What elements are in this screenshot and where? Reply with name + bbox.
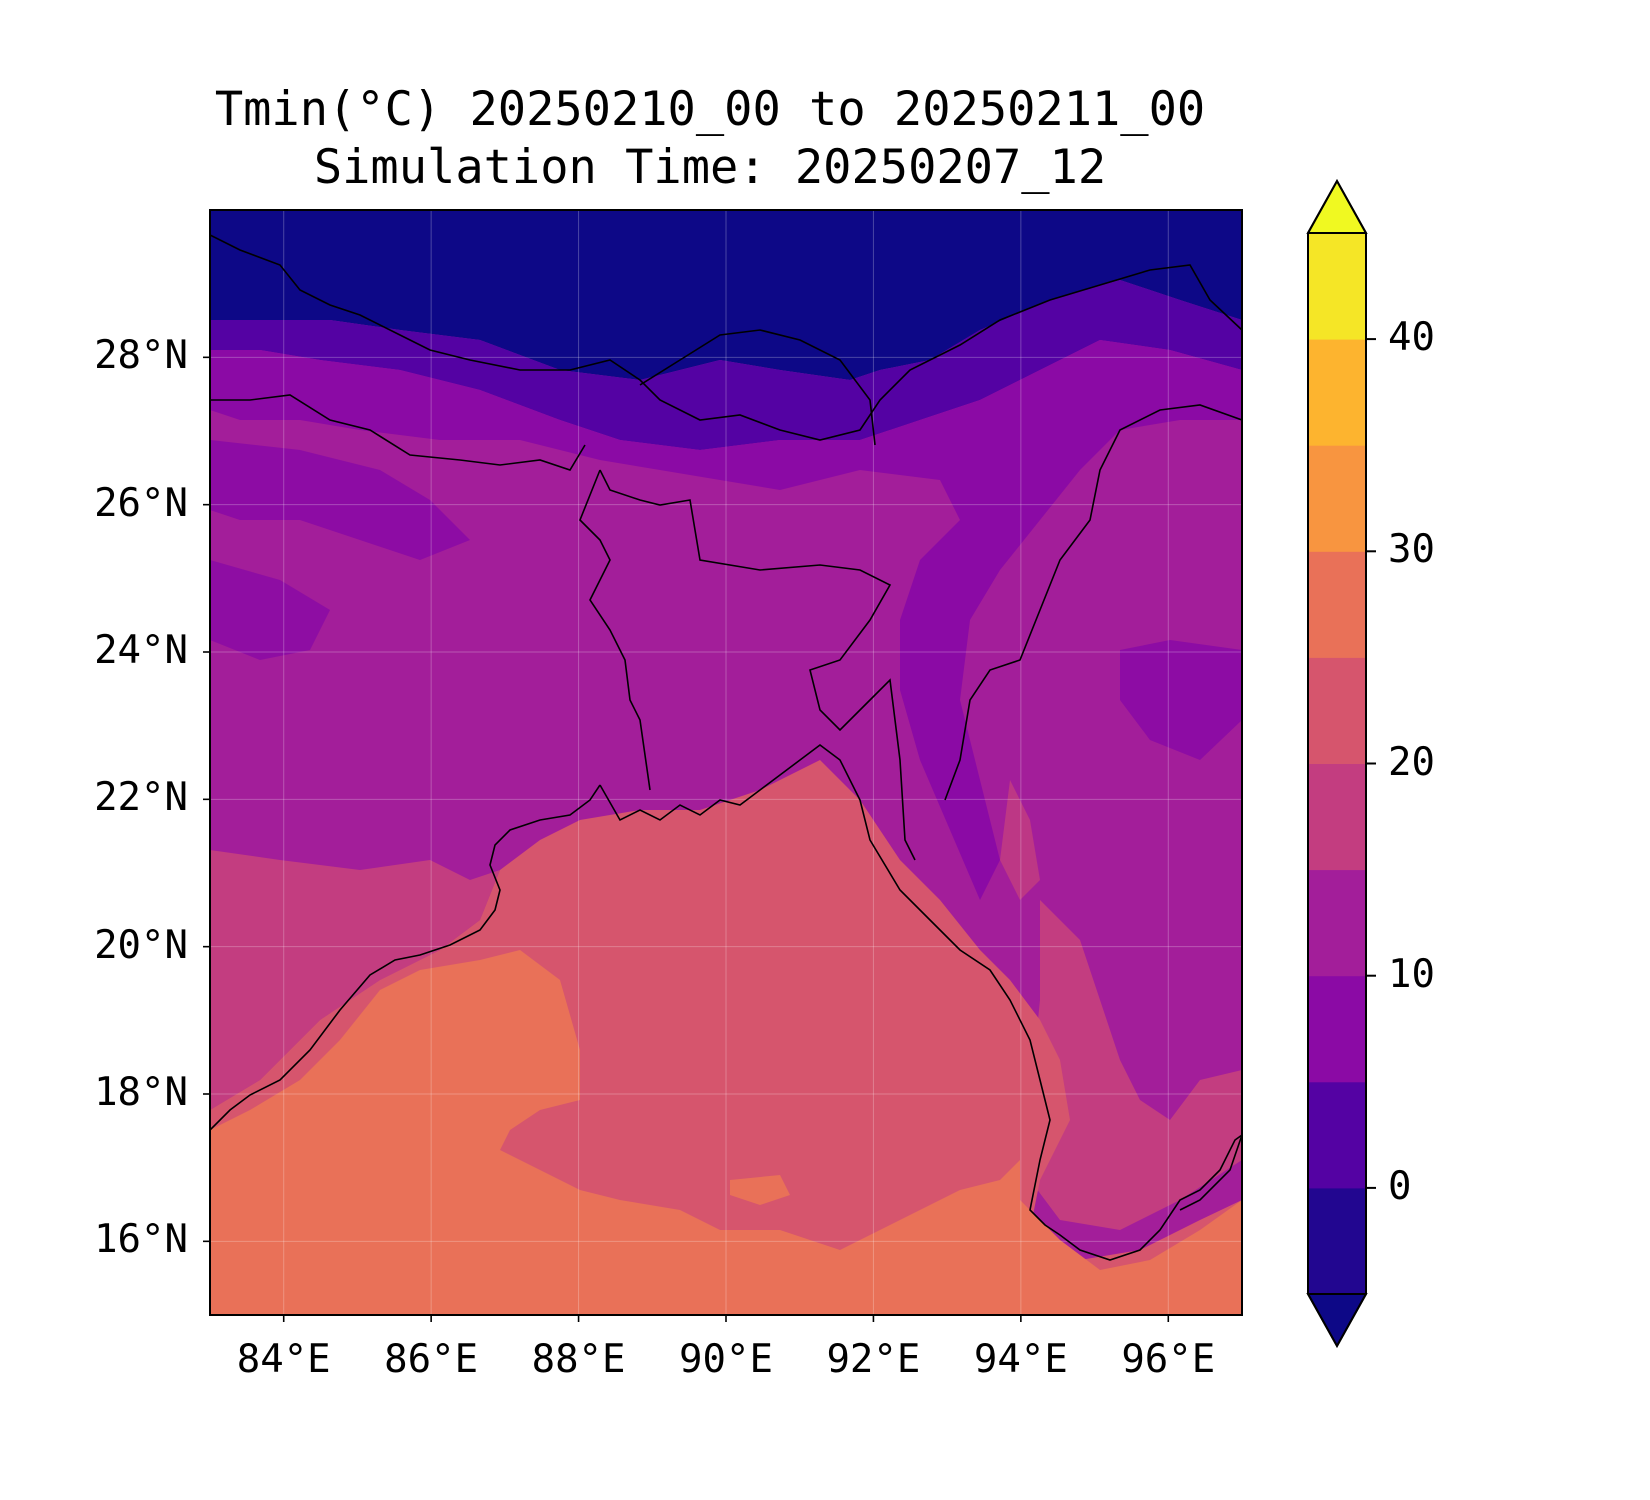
border-myanmar-thailand (1179, 1134, 1242, 1211)
colorbar-band (1308, 657, 1366, 764)
coastal-land-warm (210, 850, 500, 1110)
coastline-bangladesh-delta (599, 744, 1242, 1261)
coastlines-borders (210, 234, 1242, 1261)
myanmar-coast-warm (1030, 900, 1242, 1230)
lat-tick-label: 22°N (94, 775, 188, 821)
border-bangladesh-west (579, 469, 651, 791)
lat-tick-label: 18°N (94, 1070, 188, 1115)
colorbar-ticks (1366, 338, 1376, 1189)
border-bhutan (639, 329, 876, 446)
temperature-field (210, 210, 1242, 1315)
colorbar-band (1308, 233, 1366, 340)
colorbar-under-extension (1306, 1293, 1368, 1349)
border-india-nepal (210, 394, 586, 471)
lon-tick-label: 84°E (236, 1337, 331, 1382)
map-title-line1: Tmin(°C) 20250210_00 to 20250211_00 (214, 82, 1206, 137)
upper-myanmar-warm-streak (1000, 780, 1040, 900)
colorbar-band (1308, 339, 1366, 446)
coastline-india-east (210, 784, 601, 1131)
plateau-transition-region (210, 280, 1242, 450)
axis-ticks (203, 356, 1170, 1322)
myanmar-hills-cool-patch (1120, 640, 1242, 760)
lon-tick-label: 96°E (1121, 1337, 1216, 1382)
lat-tick-label: 28°N (94, 333, 188, 379)
foothills-cold-band (210, 340, 1242, 900)
lat-tick-label: 16°N (94, 1217, 188, 1263)
bay-warm-patch (730, 1175, 790, 1205)
colorbar-band (1308, 551, 1366, 658)
colorbar-band (1308, 1187, 1366, 1295)
colorbar-band (1308, 1081, 1366, 1189)
lon-tick-label: 92°E (826, 1337, 921, 1382)
lat-tick-label: 20°N (94, 922, 188, 968)
lon-tick-label: 90°E (679, 1337, 773, 1382)
colorbar-tick-label: 30 (1388, 527, 1435, 573)
colorbar-bands (1308, 233, 1366, 1295)
bay-of-bengal-south-warm (210, 950, 1242, 1315)
plateau-cold-region (210, 210, 1242, 380)
north-india-cool-patch (210, 440, 470, 560)
border-himalaya (210, 234, 1242, 441)
colorbar-band (1308, 975, 1366, 1083)
central-india-cool-patch (210, 560, 330, 660)
colorbar-over-extension (1306, 178, 1368, 234)
colorbar-outline (1307, 178, 1367, 1349)
border-india-myanmar (944, 404, 1242, 801)
colorbar-tick-label: 10 (1388, 951, 1435, 997)
lon-tick-label: 88°E (531, 1337, 626, 1382)
colorbar-tick-label: 0 (1388, 1163, 1412, 1209)
colorbar-band (1308, 763, 1366, 871)
border-bangladesh (599, 469, 916, 861)
lat-tick-label: 26°N (94, 480, 188, 526)
map-title-line2: Simulation Time: 20250207_12 (313, 140, 1107, 195)
colorbar-tick-label: 40 (1388, 315, 1435, 361)
colorbar-band (1308, 869, 1366, 977)
lon-tick-label: 86°E (384, 1337, 479, 1382)
colorbar-tick-label: 20 (1388, 739, 1435, 785)
colorbar-band (1308, 445, 1366, 552)
lat-tick-label: 24°N (94, 628, 188, 673)
gridlines (210, 210, 1242, 1315)
lon-tick-label: 94°E (973, 1337, 1068, 1382)
